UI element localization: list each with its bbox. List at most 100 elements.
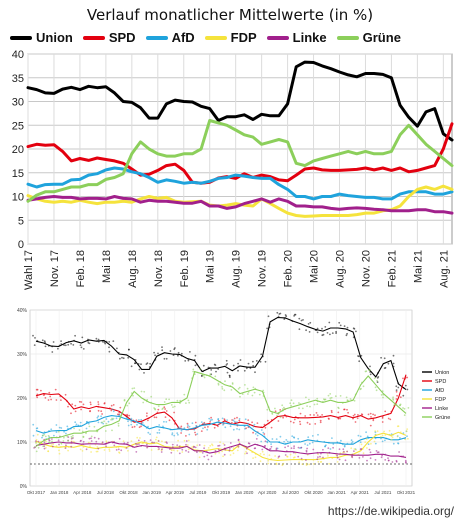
legend-item-spd: SPD [82, 30, 136, 45]
poll-point [210, 416, 213, 419]
poll-point [228, 376, 231, 379]
poll-point [252, 386, 255, 389]
poll-point [58, 452, 61, 455]
poll-point [149, 439, 152, 441]
poll-point [381, 421, 384, 423]
poll-point [343, 408, 345, 411]
poll-point [387, 417, 390, 420]
poll-point [108, 341, 111, 343]
poll-point [404, 438, 407, 441]
poll-point [283, 406, 285, 409]
poll-point [133, 387, 136, 389]
poll-point [286, 455, 289, 458]
poll-point [154, 354, 157, 357]
y-tick-label: 40 [12, 49, 24, 61]
poll-point [70, 342, 72, 345]
poll-point [51, 445, 54, 448]
poll-point [369, 451, 372, 454]
poll-point [73, 427, 75, 430]
poll-point [324, 445, 326, 448]
poll-point [376, 430, 379, 433]
poll-point [110, 409, 113, 412]
poll-point [185, 440, 188, 442]
poll-point [237, 369, 239, 372]
poll-point [96, 446, 99, 448]
poll-point [366, 447, 368, 449]
x-tick-label: Mai 21 [412, 250, 424, 283]
poll-point [275, 463, 278, 466]
poll-point [264, 426, 267, 429]
poll-point [74, 421, 77, 424]
poll-point [316, 327, 319, 330]
poll-point [398, 451, 400, 453]
poll-point [194, 446, 197, 449]
poll-point [52, 443, 54, 446]
legend-item-union: Union [10, 30, 73, 45]
poll-point [336, 454, 339, 457]
poll-point [50, 428, 53, 431]
poll-point [87, 441, 90, 444]
poll-point [373, 377, 376, 380]
legend-item-linke: Linke [266, 30, 327, 45]
poll-point [407, 437, 409, 440]
poll-point [399, 403, 402, 406]
poll-point [388, 429, 391, 432]
poll-point [407, 407, 410, 409]
poll-point [95, 337, 98, 340]
poll-point [384, 459, 387, 461]
poll-point [230, 389, 233, 391]
y-tick-label: 10% [17, 440, 28, 446]
scatter-series-gruene [33, 368, 410, 453]
poll-point [358, 355, 360, 358]
poll-point [305, 329, 307, 332]
poll-point [97, 447, 100, 450]
poll-point [102, 340, 104, 343]
poll-point [41, 434, 44, 437]
poll-point [298, 317, 301, 320]
poll-point [228, 375, 231, 377]
poll-point [41, 339, 44, 342]
poll-point [170, 451, 173, 454]
poll-point [88, 425, 91, 428]
poll-point [231, 382, 234, 384]
poll-point [329, 397, 332, 399]
legend-swatch [266, 35, 289, 40]
poll-point [232, 364, 235, 367]
poll-point [118, 452, 121, 454]
poll-point [258, 393, 261, 396]
poll-point [251, 421, 254, 424]
poll-point [261, 448, 264, 451]
poll-point [153, 407, 156, 409]
source-link[interactable]: https://de.wikipedia.org/ [327, 504, 454, 518]
poll-point [178, 445, 181, 448]
y-tick-label: 25 [12, 120, 24, 132]
poll-point [48, 438, 50, 441]
poll-point [327, 394, 330, 397]
poll-point [82, 403, 85, 406]
poll-point [297, 446, 300, 449]
poll-point [291, 435, 294, 438]
poll-point [71, 403, 74, 406]
poll-point [226, 371, 229, 374]
poll-point [127, 424, 130, 427]
poll-point [353, 448, 356, 450]
poll-point [383, 430, 385, 433]
poll-point [324, 326, 327, 328]
poll-point [192, 370, 195, 373]
poll-point [380, 394, 383, 396]
poll-point [336, 461, 339, 463]
poll-point [63, 344, 65, 347]
legend2-label-linke: Linke [435, 406, 448, 412]
poll-point [289, 402, 292, 405]
x-tick-label: Jul 2020 [282, 490, 300, 495]
poll-point [311, 441, 314, 444]
poll-point [103, 420, 105, 423]
poll-point [194, 421, 197, 424]
poll-point [57, 430, 60, 433]
poll-point [247, 422, 249, 425]
poll-point [225, 359, 228, 362]
poll-point [108, 350, 111, 353]
poll-point [238, 419, 241, 422]
poll-point [51, 351, 54, 353]
poll-point [146, 412, 148, 415]
